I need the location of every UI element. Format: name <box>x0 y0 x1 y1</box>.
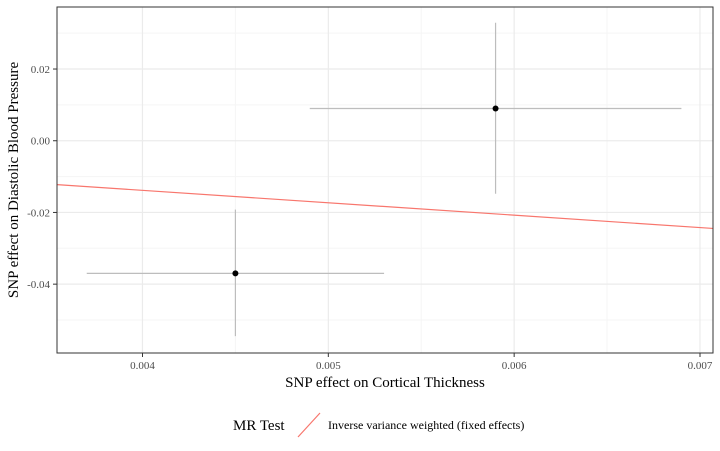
x-tick-label: 0.005 <box>316 360 341 372</box>
grid-lines <box>57 7 713 353</box>
y-axis-ticks: 0.02 0.00 -0.02 -0.04 <box>27 64 57 291</box>
y-tick-label: 0.00 <box>31 136 51 148</box>
legend-key <box>297 412 321 438</box>
y-axis-title: SNP effect on Diastolic Blood Pressure <box>6 62 22 299</box>
x-axis-title: SNP effect on Cortical Thickness <box>285 375 485 391</box>
y-tick-label: 0.02 <box>31 64 50 76</box>
x-tick-label: 0.007 <box>688 360 713 372</box>
data-point <box>492 105 499 112</box>
y-tick-label: -0.02 <box>27 207 50 219</box>
regression-lines <box>56 184 714 230</box>
data-point <box>232 270 239 277</box>
legend: MR Test Inverse variance weighted (fixed… <box>233 412 524 438</box>
panel-border <box>56 6 714 354</box>
error-bars <box>86 22 682 337</box>
x-axis-ticks: 0.004 0.005 0.006 0.007 <box>130 353 713 372</box>
x-tick-label: 0.004 <box>130 360 155 372</box>
legend-title: MR Test <box>233 418 285 434</box>
legend-key-line <box>297 412 321 438</box>
regression-line <box>56 184 714 230</box>
x-tick-label: 0.006 <box>502 360 527 372</box>
y-tick-label: -0.04 <box>27 279 50 291</box>
data-points <box>232 105 499 277</box>
legend-label: Inverse variance weighted (fixed effects… <box>328 418 524 432</box>
